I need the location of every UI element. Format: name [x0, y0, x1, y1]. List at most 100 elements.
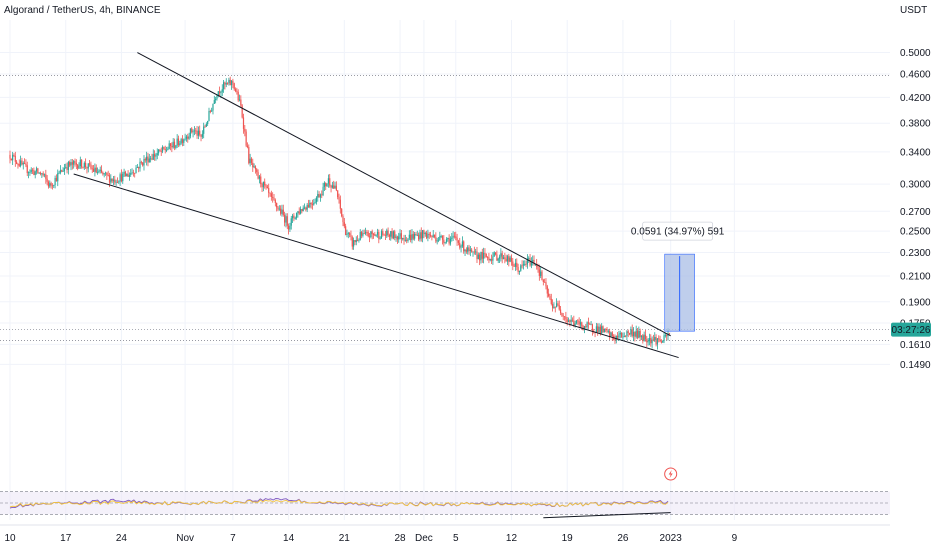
candle-body: [537, 266, 539, 270]
candle-body: [229, 79, 231, 86]
candle-body: [136, 167, 138, 168]
candle-body: [272, 196, 274, 198]
candle-body: [258, 176, 261, 179]
candle-body: [591, 324, 594, 331]
candle-body: [663, 335, 665, 342]
candle-body: [457, 240, 460, 243]
candle-body: [139, 161, 141, 169]
candle-body: [412, 234, 414, 239]
candle-body: [620, 332, 623, 338]
candle-body: [49, 183, 51, 187]
candle-body: [274, 200, 276, 203]
candle-body: [13, 154, 15, 156]
candle-body: [213, 100, 215, 104]
candle-body: [378, 232, 380, 239]
candle-body: [489, 259, 491, 261]
candle-body: [290, 218, 292, 226]
candle-body: [497, 258, 499, 261]
candle-body: [17, 163, 19, 165]
time-axis[interactable]: 10 17 24 Nov 7 14 21 28 Dec 5 12 19 26 2023 9: [0, 524, 890, 544]
candle-body: [554, 306, 556, 308]
price-tick-label: 0.3400: [900, 147, 931, 158]
candle-body: [62, 171, 64, 173]
candle-body: [230, 80, 233, 86]
candle-body: [122, 173, 124, 182]
candle-body: [207, 120, 209, 125]
candle-body: [238, 99, 241, 101]
candle-body: [211, 110, 213, 112]
candle-body: [390, 231, 392, 237]
candle-body: [445, 239, 448, 243]
candle-body: [652, 339, 655, 341]
candle-body: [662, 341, 664, 343]
rsi-divergence-trendline[interactable]: [543, 512, 671, 519]
candle-body: [57, 173, 59, 182]
candle-body: [490, 259, 493, 261]
candle-body: [142, 162, 144, 166]
candle-body: [103, 173, 105, 175]
candle-body: [313, 202, 315, 205]
candle-body: [92, 168, 95, 172]
candle-body: [589, 323, 591, 325]
lower-trendline[interactable]: [73, 173, 679, 359]
lightning-icon[interactable]: [664, 467, 678, 481]
candle-body: [345, 226, 347, 236]
candle-body: [386, 230, 388, 236]
candle-body: [204, 126, 206, 128]
candle-body: [146, 156, 148, 161]
candle-body: [69, 161, 71, 166]
candle-body: [58, 172, 60, 174]
candle-body: [650, 338, 652, 344]
candle-body: [429, 234, 432, 237]
candle-body: [516, 262, 518, 268]
candle-body: [326, 183, 328, 187]
measure-layer: 0.0591 (34.97%) 591: [631, 221, 725, 332]
candle-body: [459, 242, 461, 248]
candle-body: [305, 207, 307, 210]
candle-body: [593, 330, 595, 332]
candle-body: [169, 143, 172, 146]
candle-body: [540, 271, 542, 276]
candle-body: [587, 322, 590, 324]
candle-body: [659, 339, 661, 342]
candle-body: [509, 257, 511, 262]
candle-body: [250, 158, 253, 163]
candle-body: [322, 186, 324, 196]
price-tick-label: 0.1900: [900, 297, 931, 308]
candle-body: [175, 145, 177, 148]
time-tick-label: 26: [617, 533, 629, 544]
candle-body: [47, 181, 50, 187]
candle-body: [660, 341, 662, 343]
candle-body: [157, 149, 160, 154]
candle-body: [288, 225, 290, 230]
candle-body: [433, 234, 436, 238]
price-axis[interactable]: 0.5000 0.4600 0.4200 0.3800 0.3400 0.3000 0.27…: [890, 0, 932, 550]
candle-body: [311, 204, 314, 205]
candle-body: [505, 258, 507, 262]
time-tick-label: 10: [4, 533, 16, 544]
candle-body: [20, 160, 22, 166]
candle-body: [602, 326, 604, 333]
candle-body: [67, 161, 69, 170]
candle-body: [262, 181, 264, 188]
upper-trendline[interactable]: [137, 52, 671, 337]
candle-body: [536, 264, 538, 267]
candle-body: [335, 185, 337, 191]
candle-body: [266, 186, 268, 188]
candle-body: [485, 253, 487, 257]
candle-body: [444, 242, 446, 243]
candle-body: [639, 330, 641, 338]
candle-body: [78, 166, 80, 169]
candle-body: [484, 252, 486, 254]
candle-body: [354, 240, 356, 243]
candle-body: [246, 145, 249, 148]
candle-body: [437, 239, 440, 241]
candle-body: [630, 329, 632, 335]
candle-body: [173, 141, 176, 148]
candle-body: [356, 239, 359, 241]
candle-body: [54, 177, 56, 185]
candle-body: [138, 167, 140, 169]
candle-body: [380, 231, 383, 239]
candle-body: [34, 171, 36, 175]
candle-body: [16, 161, 18, 164]
